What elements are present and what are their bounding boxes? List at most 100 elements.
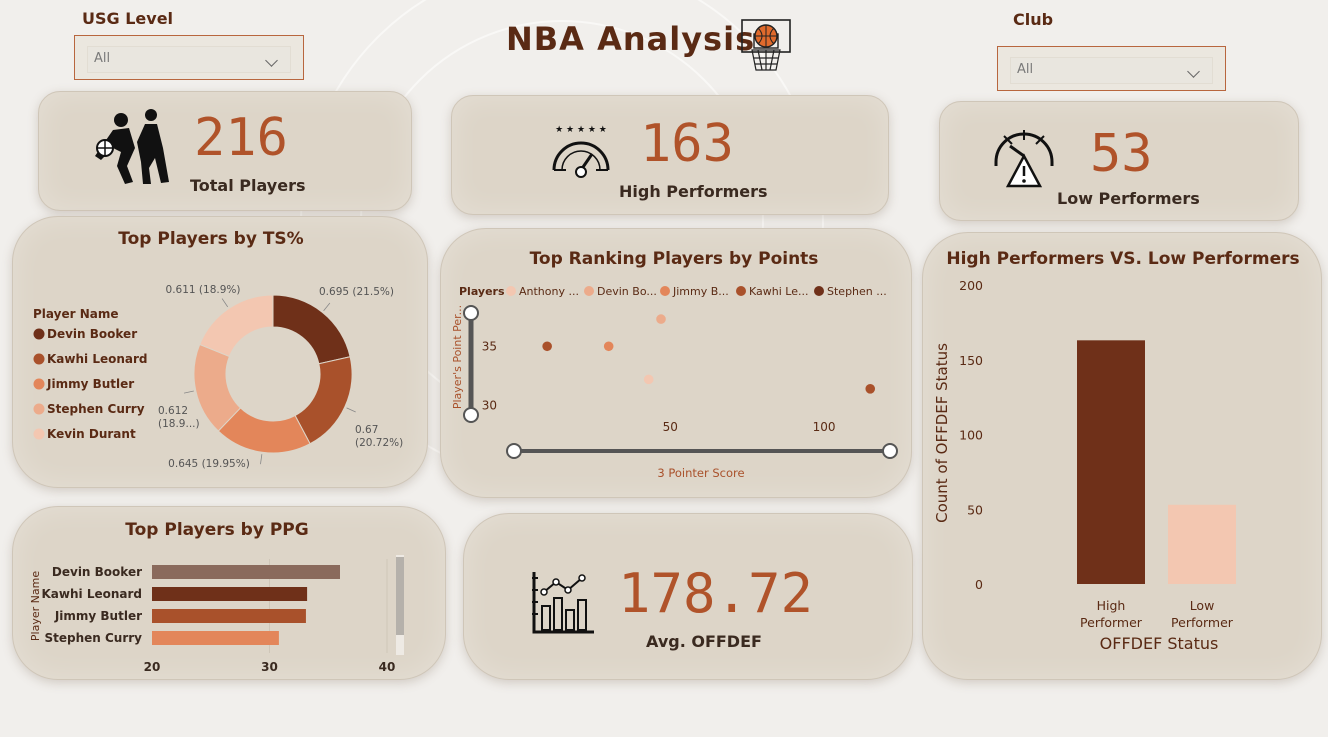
y-tick-label: Kawhi Leonard bbox=[42, 587, 143, 601]
scatter-chart-title: Top Ranking Players by Points bbox=[529, 249, 819, 269]
column-bar bbox=[1077, 340, 1145, 584]
x-axis-label: 3 Pointer Score bbox=[657, 466, 744, 480]
y-zoom-handle bbox=[463, 305, 479, 321]
legend-item: Jimmy B... bbox=[672, 285, 729, 298]
high-performers-card: ★ ★ ★ ★ ★ 163 High Performers bbox=[451, 95, 889, 215]
y-tick-label: 150 bbox=[959, 353, 983, 368]
usg-level-value: All bbox=[94, 51, 111, 66]
y-tick-label: Stephen Curry bbox=[44, 631, 142, 645]
donut-slice bbox=[272, 294, 351, 365]
usg-level-label: USG Level bbox=[82, 9, 174, 28]
data-label: 0.611 (18.9%) bbox=[166, 284, 241, 296]
scatter-point bbox=[865, 384, 876, 394]
legend-item: Kawhi Leonard bbox=[47, 352, 148, 366]
data-label: 0.612 bbox=[158, 405, 188, 417]
analytics-chart-icon bbox=[532, 572, 594, 634]
avg-offdef-card: 178.72 Avg. OFFDEF bbox=[463, 513, 913, 680]
total-players-label: Total Players bbox=[190, 176, 306, 195]
legend-item: Anthony ... bbox=[519, 285, 579, 298]
y-tick-label: Jimmy Butler bbox=[54, 609, 142, 623]
data-label-leader bbox=[183, 390, 194, 394]
x-tick-label: 40 bbox=[379, 660, 396, 674]
legend-marker bbox=[584, 286, 594, 296]
club-label: Club bbox=[1013, 10, 1054, 29]
avg-offdef-value: 178.72 bbox=[618, 562, 814, 625]
x-zoom-handle bbox=[506, 443, 522, 459]
y-tick-label: 100 bbox=[959, 428, 983, 443]
y-tick-label: 50 bbox=[967, 502, 983, 517]
basketball-players-icon bbox=[95, 109, 169, 184]
ppg-bar bbox=[152, 609, 306, 623]
chevron-down-icon bbox=[1187, 65, 1200, 78]
y-axis-label: Count of OFFDEF Status bbox=[933, 343, 951, 523]
svg-text:★ ★ ★ ★ ★: ★ ★ ★ ★ ★ bbox=[555, 125, 607, 135]
x-zoom-handle bbox=[882, 443, 898, 459]
y-tick-label: Devin Booker bbox=[52, 565, 142, 579]
donut-slice bbox=[199, 294, 274, 358]
high-performers-label: High Performers bbox=[619, 182, 768, 201]
data-label-leader bbox=[221, 298, 229, 308]
legend-title: Player Name bbox=[33, 307, 118, 321]
x-tick-label: 20 bbox=[144, 660, 161, 674]
column-bar bbox=[1168, 504, 1236, 584]
data-label-leader bbox=[346, 407, 356, 413]
data-label: (20.72%) bbox=[355, 437, 403, 449]
basketball-hoop-icon bbox=[741, 19, 791, 71]
legend-item: Jimmy Butler bbox=[46, 377, 134, 391]
low-performers-label: Low Performers bbox=[1057, 189, 1200, 208]
scatter-point bbox=[656, 314, 666, 324]
data-label-leader bbox=[260, 454, 263, 465]
y-zoom-handle bbox=[463, 407, 479, 423]
ts-chart-title: Top Players by TS% bbox=[118, 229, 304, 249]
legend-marker bbox=[33, 353, 45, 365]
scatter-point bbox=[542, 341, 552, 352]
legend-marker bbox=[33, 403, 45, 415]
club-value: All bbox=[1017, 62, 1034, 77]
high-performers-value: 163 bbox=[640, 114, 734, 174]
performers-column-card: High Performers VS. Low Performers 0 50 10… bbox=[922, 232, 1322, 680]
x-tick-label: 50 bbox=[663, 420, 678, 434]
total-players-value: 216 bbox=[194, 108, 288, 168]
data-label: (18.9...) bbox=[158, 418, 200, 430]
x-tick-label: High bbox=[1097, 598, 1126, 613]
legend-item: Stephen ... bbox=[827, 285, 887, 298]
y-tick-label: 30 bbox=[482, 398, 497, 412]
x-tick-label: 30 bbox=[261, 660, 278, 674]
total-players-card: 216 Total Players bbox=[38, 91, 412, 211]
performers-chart-title: High Performers VS. Low Performers bbox=[946, 249, 1300, 269]
page-title: NBA Analysis bbox=[506, 20, 756, 58]
legend-marker bbox=[814, 286, 824, 296]
legend-item: Stephen Curry bbox=[47, 402, 145, 416]
low-performers-card: 53 Low Performers bbox=[939, 101, 1299, 221]
ppg-bar-chart[interactable]: Player Name Devin Booker Kawhi Leonard Jimm… bbox=[13, 507, 445, 679]
y-tick-label: 35 bbox=[482, 339, 497, 353]
chevron-down-icon bbox=[265, 54, 278, 67]
data-label: 0.67 bbox=[355, 424, 378, 436]
scrollbar-thumb bbox=[396, 557, 404, 635]
x-tick-label: Performer bbox=[1080, 615, 1143, 630]
y-tick-label: 200 bbox=[959, 278, 983, 293]
ppg-bar-card: Top Players by PPG Player Name Devin Book… bbox=[12, 506, 446, 680]
x-tick-label: Low bbox=[1190, 598, 1215, 613]
legend-marker bbox=[736, 286, 746, 296]
performers-column-chart[interactable]: 0 50 100 150 200 Count of OFFDEF Status High Pe… bbox=[923, 233, 1321, 679]
ts-donut-chart[interactable]: Player Name Devin Booker Kawhi Leonard Jimm… bbox=[13, 217, 427, 487]
data-label: 0.695 (21.5%) bbox=[319, 286, 394, 298]
usg-level-dropdown[interactable]: All bbox=[74, 35, 304, 80]
points-scatter-chart[interactable]: Players Anthony ... Devin Bo... Jimmy B... K… bbox=[441, 229, 911, 497]
legend-marker bbox=[33, 428, 45, 440]
low-performers-value: 53 bbox=[1090, 124, 1153, 184]
data-label-leader bbox=[323, 302, 331, 312]
y-axis-label: Player's Point Per... bbox=[451, 305, 464, 409]
legend-item: Kawhi Le... bbox=[749, 285, 808, 298]
points-scatter-card: Top Ranking Players by Points Players Ant… bbox=[440, 228, 912, 498]
data-label: 0.645 (19.95%) bbox=[168, 458, 250, 470]
x-tick-label: 100 bbox=[813, 420, 836, 434]
ppg-bar bbox=[152, 565, 340, 579]
club-dropdown[interactable]: All bbox=[997, 46, 1226, 91]
legend-marker bbox=[506, 286, 516, 296]
legend-item: Devin Bo... bbox=[597, 285, 657, 298]
scatter-point bbox=[603, 341, 614, 352]
x-axis-label: OFFDEF Status bbox=[1100, 634, 1219, 653]
avg-offdef-label: Avg. OFFDEF bbox=[646, 632, 762, 651]
